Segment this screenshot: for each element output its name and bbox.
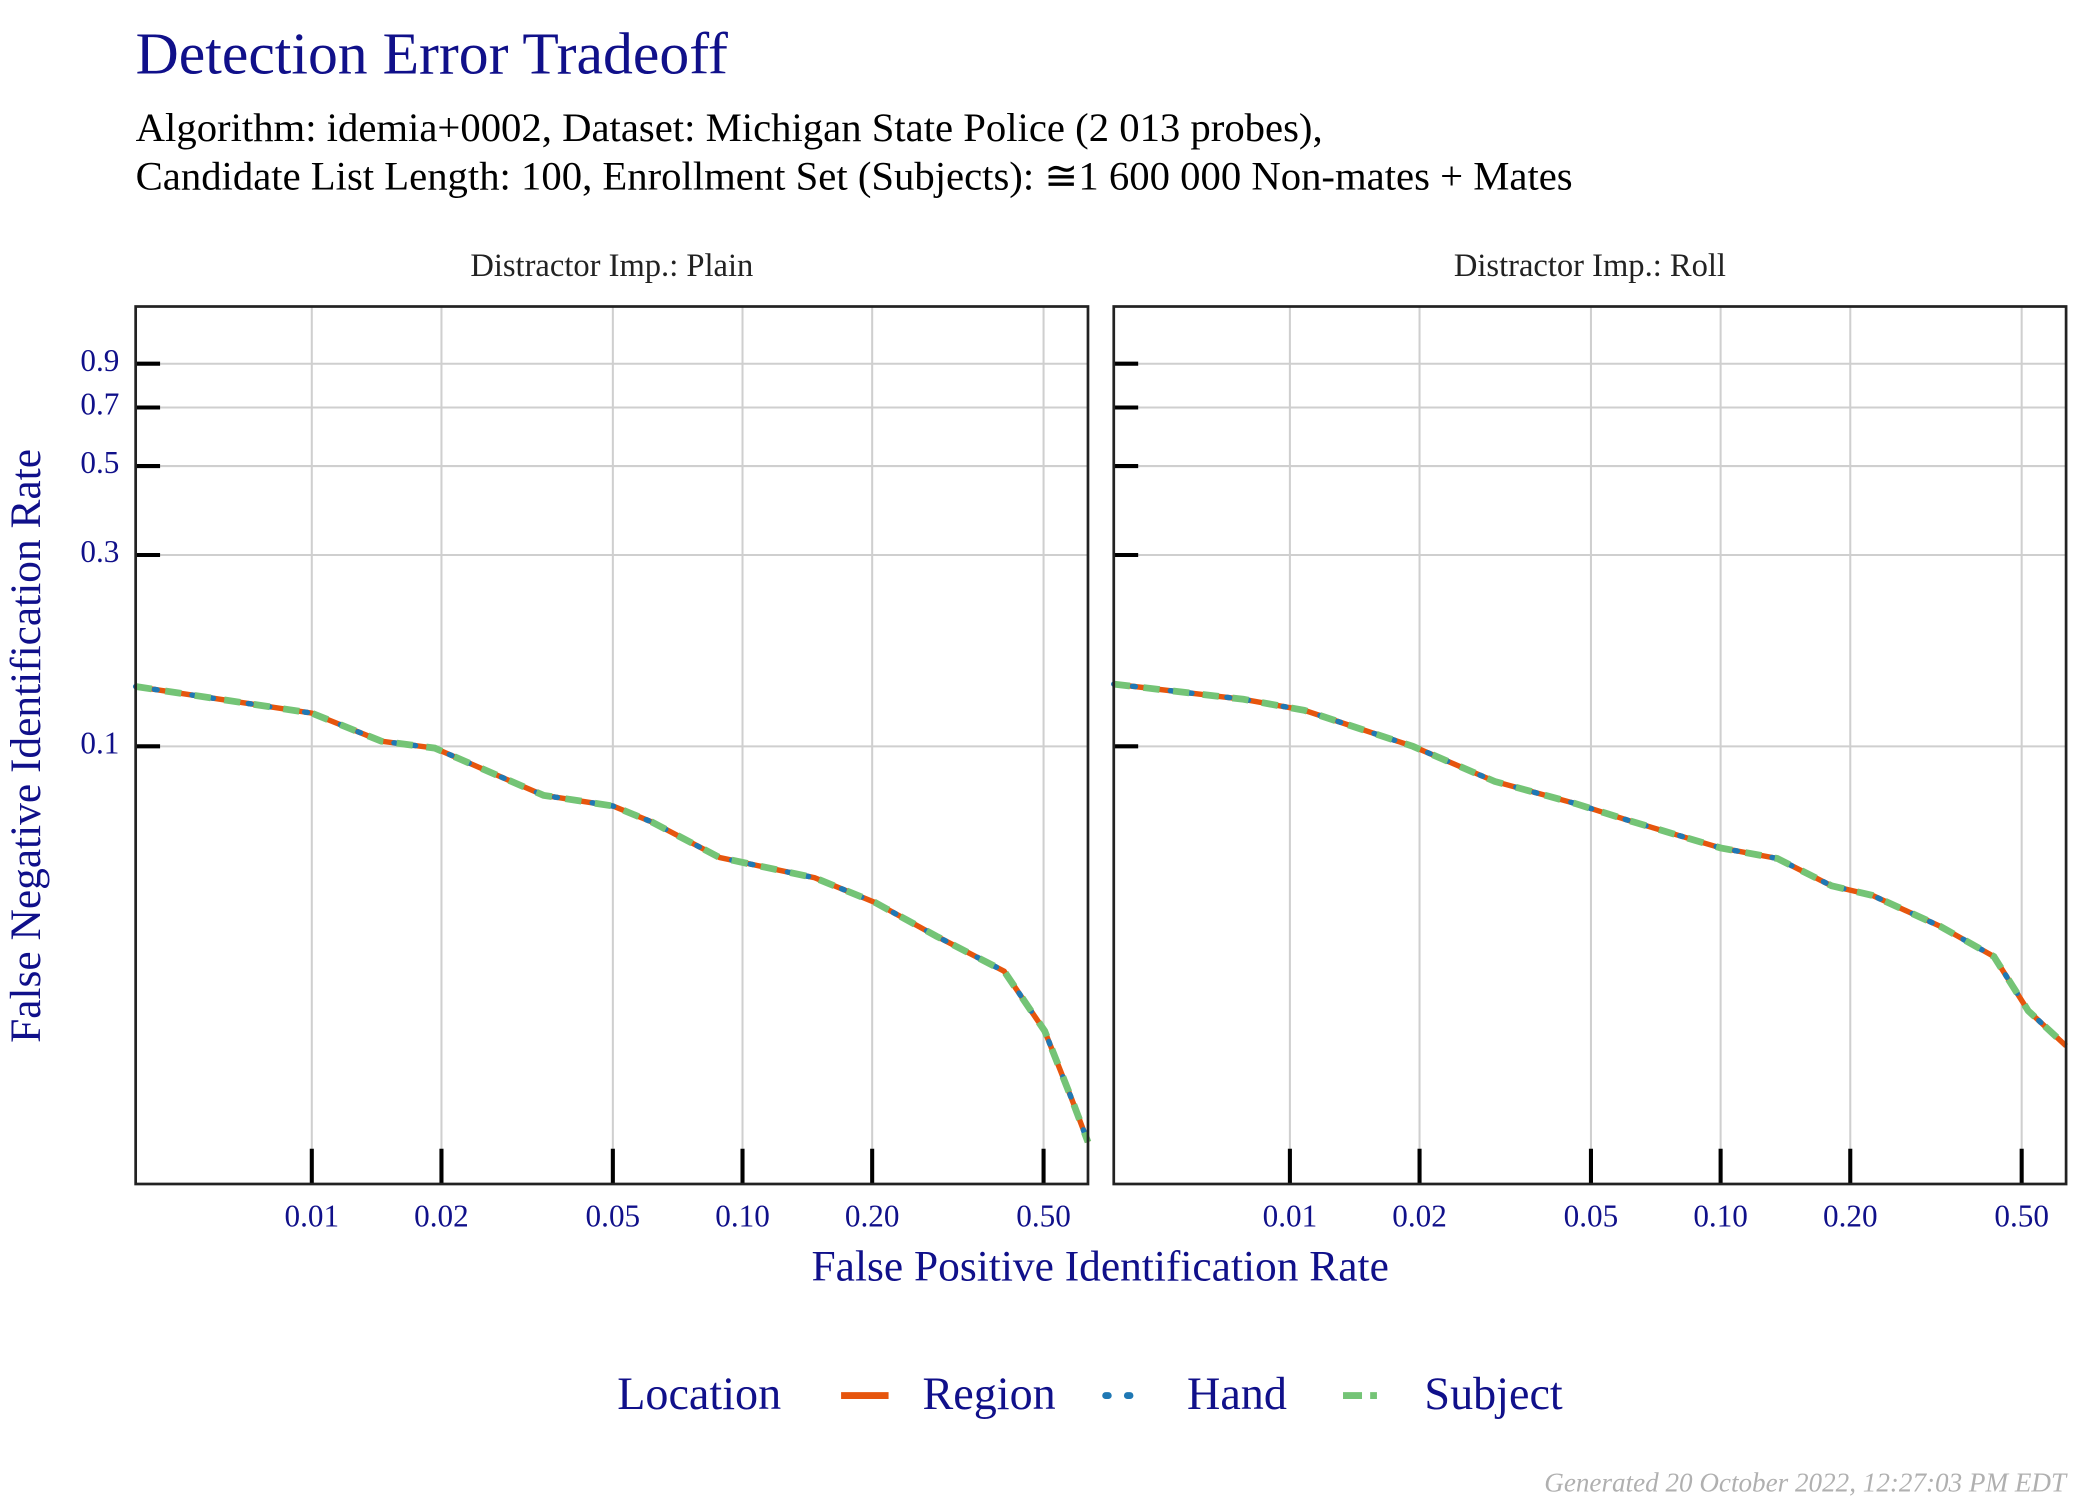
panel-title: Distractor Imp.: Plain [470, 248, 753, 284]
x-tick-label: 0.05 [1564, 1198, 1619, 1233]
y-tick-label: 0.9 [80, 343, 119, 378]
x-tick-label: 0.01 [285, 1198, 340, 1233]
subtitle: Algorithm: idemia+0002, Dataset: Michiga… [136, 105, 1323, 150]
chart-title: Detection Error Tradeoff [136, 20, 728, 86]
legend-label: Hand [1187, 1368, 1287, 1419]
footer: Generated 20 October 2022, 12:27:03 PM E… [1544, 1467, 2068, 1497]
x-tick-label: 0.10 [1693, 1198, 1748, 1233]
legend-title: Location [617, 1368, 781, 1419]
legend-label: Subject [1424, 1368, 1563, 1419]
x-tick-label: 0.50 [1994, 1198, 2049, 1233]
x-tick-label: 0.20 [1823, 1198, 1878, 1233]
subtitle: Candidate List Length: 100, Enrollment S… [136, 154, 1573, 199]
panel-border [1112, 305, 2068, 1186]
x-tick-label: 0.20 [845, 1198, 900, 1233]
x-axis-label: False Positive Identification Rate [812, 1243, 1389, 1291]
x-tick-label: 0.02 [1392, 1198, 1447, 1233]
panel-border [134, 305, 1090, 1186]
x-tick-label: 0.02 [414, 1198, 469, 1233]
y-tick-label: 0.1 [80, 725, 119, 760]
legend-label: Region [922, 1368, 1055, 1419]
series-line [1113, 680, 2069, 1049]
y-axis-label: False Negative Identification Rate [2, 449, 50, 1043]
x-tick-label: 0.10 [715, 1198, 770, 1233]
y-tick-label: 0.7 [80, 387, 119, 422]
series-line [135, 683, 1092, 1144]
x-tick-label: 0.50 [1016, 1198, 1071, 1233]
panel-title: Distractor Imp.: Roll [1454, 248, 1726, 284]
y-tick-label: 0.3 [80, 534, 119, 569]
x-tick-label: 0.05 [586, 1198, 641, 1233]
y-tick-label: 0.5 [80, 445, 119, 480]
x-tick-label: 0.01 [1263, 1198, 1318, 1233]
